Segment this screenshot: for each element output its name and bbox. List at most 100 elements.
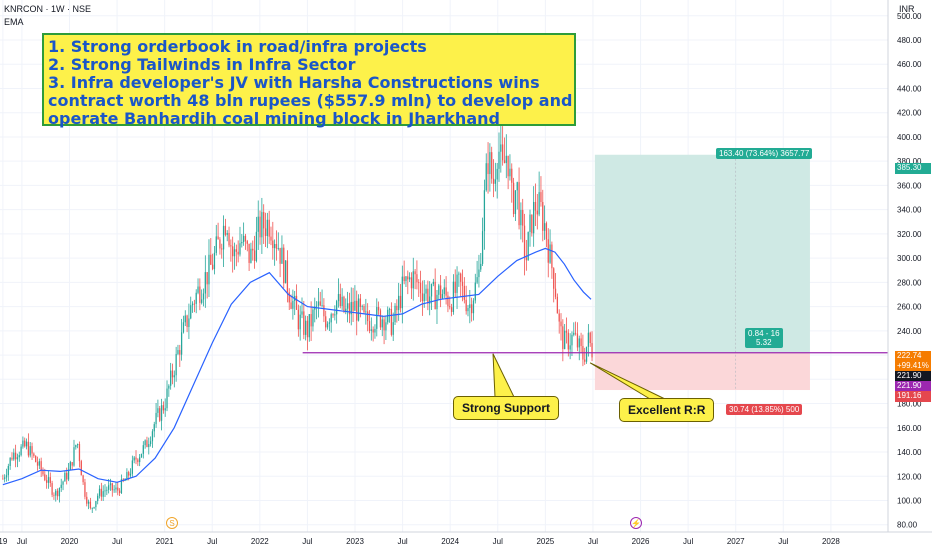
candle-body bbox=[44, 474, 46, 481]
candle-body bbox=[500, 144, 502, 152]
candle-body bbox=[173, 375, 175, 378]
candle-body bbox=[288, 292, 290, 303]
candle-body bbox=[456, 274, 458, 293]
candle-body bbox=[215, 236, 217, 253]
candle-body bbox=[341, 296, 343, 307]
candle-body bbox=[24, 440, 26, 447]
candle-body bbox=[471, 304, 473, 314]
candle-body bbox=[272, 240, 274, 249]
candle-body bbox=[35, 455, 37, 463]
candle-body bbox=[315, 305, 318, 307]
candle-body bbox=[498, 151, 500, 169]
candle-body bbox=[474, 282, 476, 301]
candle-body bbox=[268, 219, 270, 237]
candle-body bbox=[118, 490, 121, 493]
candle-body bbox=[356, 300, 358, 321]
candle-body bbox=[217, 236, 219, 240]
candle-body bbox=[458, 273, 460, 275]
candle-body bbox=[106, 489, 108, 491]
candle-body bbox=[381, 319, 383, 328]
candle-body bbox=[55, 490, 57, 496]
candle-body bbox=[20, 446, 22, 456]
candle-body bbox=[584, 359, 586, 362]
time-axis[interactable]: 19 Jul 2020 Jul 2021 Jul 2022 Jul 2023 Jul 2024 Jul… bbox=[0, 537, 840, 546]
candle-body bbox=[160, 405, 163, 421]
candle-body bbox=[182, 322, 185, 333]
candle-body bbox=[328, 322, 331, 324]
candle-body bbox=[250, 248, 252, 263]
candle-body bbox=[275, 244, 278, 249]
candle-body bbox=[60, 484, 62, 489]
candle-body bbox=[235, 249, 237, 252]
position-zones[interactable] bbox=[594, 154, 810, 391]
candle-body bbox=[492, 178, 495, 184]
candle-body bbox=[472, 300, 475, 314]
indicator-label[interactable]: EMA bbox=[4, 17, 24, 27]
candle-body bbox=[531, 214, 533, 234]
price-change: +99.41% bbox=[897, 361, 929, 370]
candle-body bbox=[542, 202, 544, 231]
candle-body bbox=[585, 346, 588, 362]
candle-body bbox=[489, 152, 491, 175]
y-tick-label: 360.00 bbox=[897, 181, 922, 190]
candle-body bbox=[454, 281, 456, 293]
y-tick-label: 380.00 bbox=[897, 157, 922, 166]
x-tick-label: Jul bbox=[112, 537, 122, 546]
candle-body bbox=[562, 326, 564, 350]
candle-body bbox=[38, 461, 40, 466]
candle-body bbox=[148, 444, 150, 448]
candle-body bbox=[467, 308, 469, 312]
candle-body bbox=[551, 244, 553, 269]
candle-body bbox=[443, 287, 445, 295]
candle-body bbox=[93, 507, 95, 508]
earnings-icon[interactable]: ⚡ bbox=[630, 517, 642, 529]
y-tick-label: 140.00 bbox=[897, 448, 922, 457]
candle-body bbox=[137, 459, 139, 463]
candle-body bbox=[144, 440, 146, 446]
candle-body bbox=[266, 219, 268, 237]
x-tick-label: 2023 bbox=[346, 537, 364, 546]
candle-body bbox=[308, 314, 310, 338]
candle-body bbox=[171, 370, 174, 378]
candle-body bbox=[155, 412, 157, 425]
candle-body bbox=[80, 461, 82, 476]
symbol-title: KNRCON · 1W · NSE bbox=[4, 4, 92, 14]
candle-body bbox=[408, 277, 411, 280]
candle-body bbox=[186, 315, 188, 327]
candle-body bbox=[190, 305, 192, 319]
candle-body bbox=[377, 307, 380, 311]
candle-body bbox=[556, 296, 559, 314]
candle-body bbox=[45, 480, 48, 483]
candle-body bbox=[78, 444, 81, 462]
candle-body bbox=[363, 306, 365, 313]
candle-body bbox=[84, 482, 86, 497]
y-tick-label: 300.00 bbox=[897, 254, 922, 263]
candle-body bbox=[434, 281, 436, 310]
candle-body bbox=[507, 155, 509, 177]
candle-body bbox=[527, 232, 529, 261]
candle-body bbox=[180, 332, 183, 355]
y-tick-label: 280.00 bbox=[897, 278, 922, 287]
target-price-tag: 385.30 bbox=[895, 163, 931, 174]
candle-body bbox=[533, 201, 535, 234]
candle-body bbox=[113, 489, 115, 491]
candle-body bbox=[202, 293, 205, 300]
candle-body bbox=[253, 250, 256, 261]
candle-body bbox=[578, 338, 580, 348]
candle-body bbox=[284, 260, 287, 284]
candle-body bbox=[281, 247, 283, 264]
y-tick-label: 400.00 bbox=[897, 133, 922, 142]
y-tick-label: 180.00 bbox=[897, 400, 922, 409]
candle-body bbox=[330, 314, 332, 323]
candle-body bbox=[414, 271, 416, 275]
candle-body bbox=[336, 301, 338, 315]
candle-body bbox=[25, 441, 28, 447]
dividend-icon[interactable]: S bbox=[166, 517, 178, 529]
candle-body bbox=[450, 307, 453, 313]
candle-body bbox=[523, 225, 526, 258]
candle-body bbox=[518, 182, 520, 226]
candle-body bbox=[2, 478, 4, 480]
candle-body bbox=[407, 276, 409, 280]
candle-body bbox=[354, 300, 356, 311]
candle-body bbox=[242, 235, 245, 242]
